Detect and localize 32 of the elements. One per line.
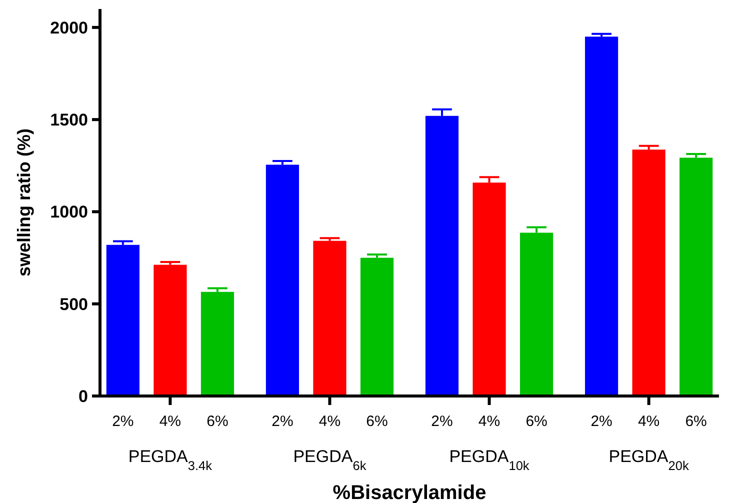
bar xyxy=(584,36,618,396)
y-tick-label: 0 xyxy=(78,386,88,406)
series-label: 4% xyxy=(159,413,182,430)
y-axis-title: swelling ratio (%) xyxy=(14,128,34,277)
x-tick-label: PEGDA$_{3.4k}$ xyxy=(128,447,213,472)
text: 2% xyxy=(590,413,612,430)
series-label: 2% xyxy=(112,413,134,430)
bar xyxy=(266,164,300,396)
text: 6% xyxy=(526,413,548,430)
x-tick-label: PEGDA$_{20k}$ xyxy=(608,447,690,472)
text: 2% xyxy=(272,413,294,430)
text: 4% xyxy=(478,413,500,430)
x-axis-title: %Bisacrylamide xyxy=(332,482,486,503)
bar xyxy=(313,240,346,396)
x-tick-label: PEGDA$_{10k}$ xyxy=(449,447,530,472)
y-tick-label: 500 xyxy=(60,294,88,314)
text: 6% xyxy=(366,413,388,430)
text: 6% xyxy=(685,413,707,430)
y-tick-label: 2000 xyxy=(50,18,88,38)
text: 2% xyxy=(431,413,453,430)
x-tick-label: PEGDA$_{6k}$ xyxy=(293,447,367,472)
y-tick-label: 1500 xyxy=(50,110,88,130)
y-tick-label: 1000 xyxy=(50,202,88,222)
bar xyxy=(680,158,713,396)
series-label: 6% xyxy=(206,413,228,430)
bar xyxy=(154,264,187,396)
bar xyxy=(632,150,666,396)
text: 4% xyxy=(638,413,660,430)
bar xyxy=(106,244,140,396)
text: 4% xyxy=(318,413,341,430)
bar xyxy=(360,258,394,396)
bar xyxy=(200,292,234,396)
